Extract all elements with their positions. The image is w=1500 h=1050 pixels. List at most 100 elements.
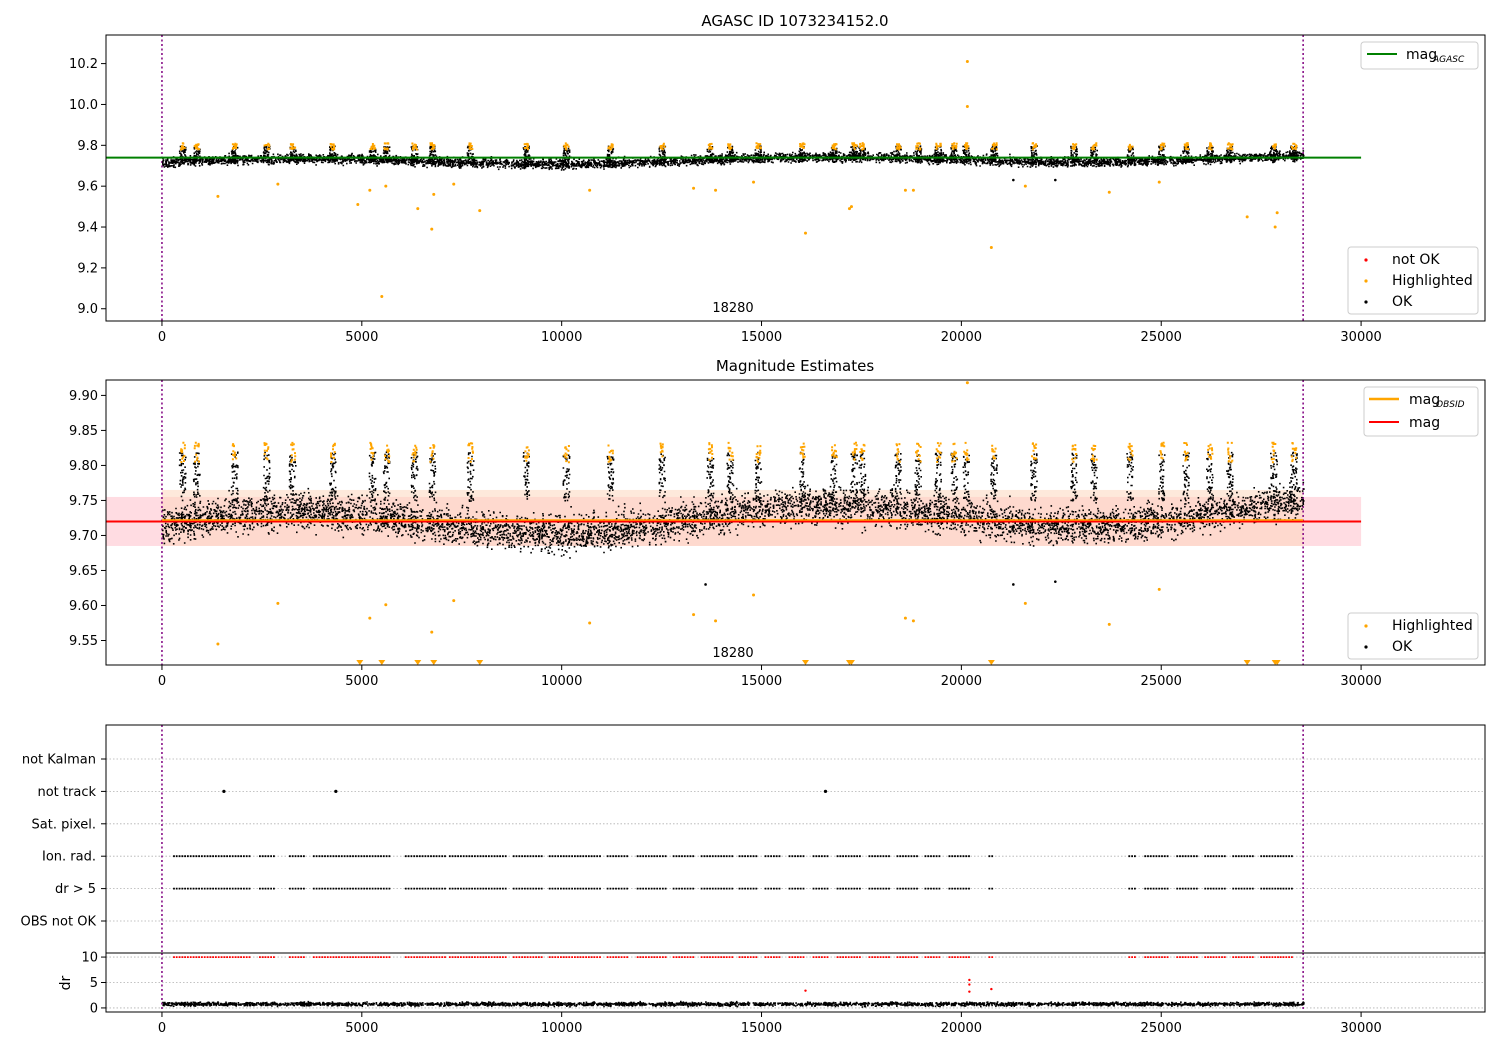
cluster-highlighted-points: [563, 142, 570, 151]
dr-clipped-red-points: [173, 956, 1293, 958]
x-tick-label: 30000: [1340, 674, 1381, 689]
cluster-highlighted-points: [231, 443, 238, 461]
highlighted-outlier: [1157, 587, 1161, 591]
highlighted-outlier: [276, 601, 280, 605]
cluster-highlighted-points: [963, 441, 970, 461]
x-tick-label: 25000: [1141, 1021, 1182, 1036]
y-tick-label: 10: [81, 951, 98, 966]
cluster-highlighted-points: [799, 442, 806, 459]
panel-marks: [106, 35, 1362, 321]
legend-magnitude-lines: mag OBSID mag: [1363, 386, 1479, 437]
legend-dot-highlighted: [1364, 624, 1368, 628]
highlighted-outlier: [989, 245, 993, 249]
legend-label-mag: mag: [1406, 47, 1437, 63]
cluster-highlighted-points: [707, 142, 714, 150]
observation-cluster: [962, 142, 971, 164]
observation-cluster: [706, 142, 715, 164]
axis-ticks: 0 5000 10000 15000 20000 25000 30000 9.0 9.2 9.4 9…: [69, 57, 1382, 345]
cluster-ok-points: [562, 454, 571, 502]
highlighted-outlier: [430, 630, 434, 634]
observation-cluster: [1226, 441, 1234, 501]
highlighted-outlier: [903, 188, 907, 192]
highlighted-outlier: [216, 642, 220, 646]
highlighted-outlier: [588, 621, 592, 625]
legend-label-mag: mag: [1409, 415, 1440, 431]
x-tick-label: 30000: [1340, 330, 1381, 345]
observation-cluster: [193, 143, 201, 164]
legend-box: [1347, 612, 1479, 660]
clipped-marker: [476, 660, 484, 665]
cluster-ok-points: [192, 452, 201, 498]
observation-cluster: [1206, 142, 1214, 163]
highlighted-outlier: [380, 294, 384, 298]
cluster-highlighted-points: [180, 142, 186, 151]
clipped-marker: [1243, 660, 1251, 665]
highlighted-outlier: [911, 619, 915, 623]
cluster-ok-points: [1090, 453, 1098, 502]
cluster-ok-points: [1270, 145, 1278, 164]
cluster-highlighted-points: [859, 443, 866, 461]
cluster-ok-points: [1126, 145, 1134, 164]
legend-label-mag-obsid: mag: [1409, 392, 1440, 408]
y-tick-label: 9.8: [77, 139, 98, 154]
cluster-highlighted-points: [329, 143, 336, 151]
cluster-highlighted-points: [369, 441, 375, 461]
cluster-highlighted-points: [1226, 142, 1234, 151]
highlighted-outlier: [803, 231, 807, 235]
observation-cluster: [1158, 441, 1166, 502]
cluster-highlighted-points: [523, 142, 530, 151]
cluster-highlighted-points: [964, 142, 970, 150]
cluster-ok-points: [230, 145, 239, 163]
observation-cluster: [382, 444, 391, 502]
cluster-highlighted-points: [1290, 142, 1298, 151]
dr-red-outlier: [968, 978, 971, 982]
legend-status: Highlighted OK: [1347, 612, 1479, 660]
cluster-ok-points: [262, 451, 271, 502]
cluster-ok-points: [1070, 452, 1079, 502]
highlighted-outlier: [714, 619, 718, 623]
observation-cluster: [706, 442, 715, 500]
observation-cluster: [1070, 143, 1078, 163]
cluster-highlighted-points: [755, 445, 762, 463]
flag-label: dr > 5: [55, 882, 96, 897]
cluster-highlighted-points: [831, 444, 838, 459]
cluster-highlighted-points: [1127, 143, 1134, 151]
y-tick-label: 9.75: [69, 494, 98, 509]
highlighted-outlier: [847, 207, 851, 211]
cluster-highlighted-points: [991, 142, 998, 151]
cluster-highlighted-points: [935, 442, 942, 463]
highlighted-outlier: [714, 188, 718, 192]
observation-cluster: [830, 143, 839, 163]
observation-cluster: [410, 444, 419, 502]
y-tick-label: 9.2: [77, 261, 98, 276]
highlighted-outlier: [1023, 601, 1027, 605]
observation-cluster: [858, 443, 867, 502]
observation-cluster: [562, 445, 571, 502]
cluster-ok-points: [466, 145, 475, 164]
cluster-highlighted-points: [991, 444, 997, 460]
observation-cluster: [830, 444, 838, 502]
cluster-highlighted-points: [1071, 444, 1078, 463]
ion-rad-points: [173, 855, 1293, 858]
observation-cluster: [1206, 443, 1214, 502]
cluster-ok-points: [726, 452, 735, 501]
cluster-ok-points: [1270, 452, 1278, 502]
legend-mag-agasc: mag AGASC: [1360, 41, 1479, 70]
observation-cluster: [754, 445, 763, 502]
cluster-highlighted-points: [290, 441, 297, 463]
observation-cluster: [1090, 444, 1098, 502]
observation-cluster: [894, 443, 902, 501]
cluster-ok-points: [1090, 145, 1098, 163]
cluster-ok-points: [382, 451, 391, 502]
cluster-highlighted-points: [1071, 143, 1078, 151]
cluster-ok-points: [1158, 453, 1166, 502]
observation-cluster: [1182, 142, 1190, 163]
observation-cluster: [1090, 142, 1098, 163]
cluster-highlighted-points: [1208, 142, 1213, 151]
cluster-ok-points: [1290, 451, 1298, 502]
dr-panel: 0 5000 10000 15000 20000 25000 30000 0 5 10 dr: [58, 951, 1486, 1036]
observation-cluster: [368, 441, 377, 502]
observation-cluster: [466, 442, 475, 502]
flag-label: not Kalman: [22, 753, 96, 768]
x-tick-label: 10000: [541, 330, 582, 345]
